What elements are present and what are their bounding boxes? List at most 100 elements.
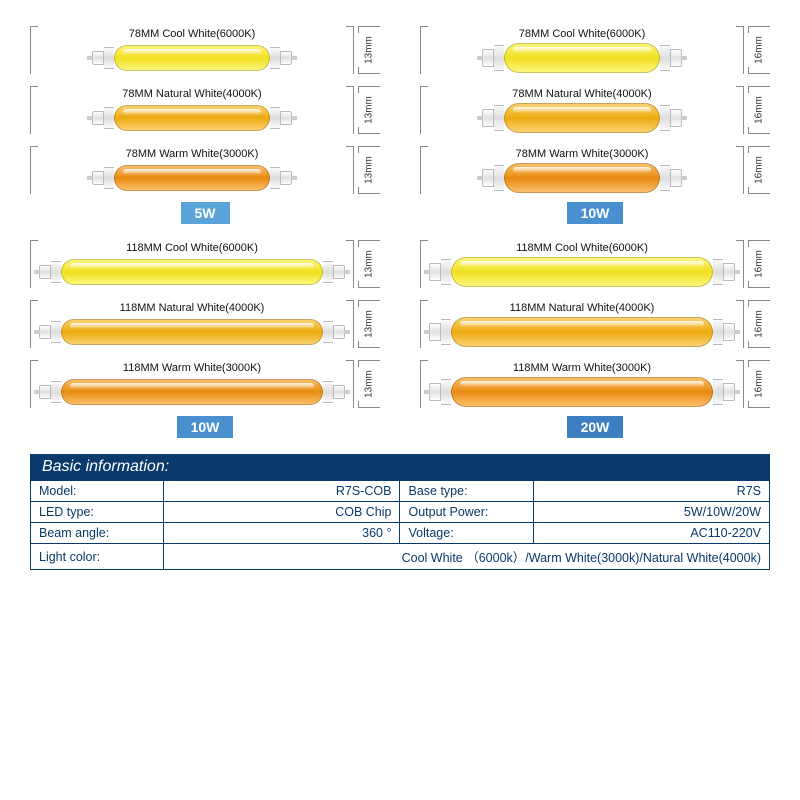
- bulb-diameter-label: 16mm: [754, 250, 765, 278]
- bulb-length-label: 118MM Warm White(3000K): [31, 362, 353, 374]
- bulb-row: 78MM Natural White(4000K) 13mm: [30, 80, 380, 140]
- bulb-diameter-frame: 13mm: [358, 300, 380, 348]
- bulb-neck-icon: [270, 167, 280, 189]
- bulb-spec-grid: 78MM Cool White(6000K) 13mm 78MM Natural…: [30, 20, 770, 448]
- bulb-neck-icon: [51, 381, 61, 403]
- bulb-diameter-label: 13mm: [364, 36, 375, 64]
- bulb-cap-icon: [333, 325, 345, 339]
- bulb-diameter-label: 16mm: [754, 156, 765, 184]
- bulb-cap-icon: [429, 323, 441, 341]
- bulb-neck-icon: [660, 105, 670, 131]
- bulb-neck-icon: [441, 319, 451, 345]
- bulb-illustration: [482, 165, 682, 191]
- bulb-diameter-label: 16mm: [754, 96, 765, 124]
- bulb-body-icon: [61, 319, 323, 345]
- info-label: Base type:: [400, 481, 533, 502]
- bulb-neck-icon: [494, 165, 504, 191]
- bulb-diameter-frame: 16mm: [748, 360, 770, 408]
- bulb-neck-icon: [441, 379, 451, 405]
- bulb-neck-icon: [713, 319, 723, 345]
- bulb-diameter-frame: 13mm: [358, 146, 380, 194]
- bulb-dimension-frame: 118MM Natural White(4000K): [420, 300, 744, 348]
- bulb-cap-icon: [482, 169, 494, 187]
- bulb-cap-icon: [670, 109, 682, 127]
- bulb-diameter-label: 13mm: [364, 310, 375, 338]
- bulb-row: 78MM Cool White(6000K) 13mm: [30, 20, 380, 80]
- bulb-illustration: [429, 379, 735, 405]
- bulb-neck-icon: [104, 47, 114, 69]
- bulb-row: 118MM Cool White(6000K) 13mm: [30, 234, 380, 294]
- bulb-diameter-frame: 16mm: [748, 86, 770, 134]
- wattage-badge: 10W: [177, 416, 234, 438]
- bulb-group-5w: 78MM Cool White(6000K) 13mm 78MM Natural…: [30, 20, 380, 234]
- bulb-illustration: [92, 165, 292, 191]
- bulb-illustration: [92, 105, 292, 131]
- bulb-body-icon: [451, 317, 713, 347]
- bulb-cap-icon: [92, 171, 104, 185]
- bulb-body-icon: [61, 259, 323, 285]
- bulb-neck-icon: [660, 45, 670, 71]
- info-table: Model: R7S-COB Base type: R7S LED type: …: [30, 480, 770, 570]
- bulb-cap-icon: [39, 325, 51, 339]
- bulb-length-label: 78MM Cool White(6000K): [31, 28, 353, 40]
- bulb-diameter-frame: 16mm: [748, 146, 770, 194]
- bulb-length-label: 118MM Natural White(4000K): [31, 302, 353, 314]
- bulb-cap-icon: [482, 49, 494, 67]
- bulb-length-label: 78MM Natural White(4000K): [421, 88, 743, 100]
- wattage-badge: 5W: [181, 202, 230, 224]
- bulb-length-label: 118MM Cool White(6000K): [31, 242, 353, 254]
- bulb-row: 78MM Warm White(3000K) 13mm: [30, 140, 380, 200]
- bulb-diameter-frame: 13mm: [358, 360, 380, 408]
- info-label: Model:: [31, 481, 164, 502]
- bulb-group-20w: 118MM Cool White(6000K) 16mm 118MM Natur…: [420, 234, 770, 448]
- bulb-neck-icon: [441, 259, 451, 285]
- bulb-cap-icon: [92, 51, 104, 65]
- bulb-row: 78MM Natural White(4000K) 16mm: [420, 80, 770, 140]
- bulb-cap-icon: [280, 171, 292, 185]
- bulb-neck-icon: [660, 165, 670, 191]
- bulb-cap-icon: [333, 265, 345, 279]
- bulb-diameter-label: 13mm: [364, 156, 375, 184]
- bulb-illustration: [39, 379, 345, 405]
- bulb-illustration: [482, 105, 682, 131]
- bulb-neck-icon: [323, 261, 333, 283]
- bulb-dimension-frame: 118MM Warm White(3000K): [420, 360, 744, 408]
- bulb-dimension-frame: 118MM Warm White(3000K): [30, 360, 354, 408]
- bulb-row: 118MM Warm White(3000K) 16mm: [420, 354, 770, 414]
- bulb-body-icon: [61, 379, 323, 405]
- bulb-neck-icon: [323, 381, 333, 403]
- bulb-length-label: 78MM Warm White(3000K): [31, 148, 353, 160]
- bulb-neck-icon: [270, 47, 280, 69]
- bulb-dimension-frame: 118MM Cool White(6000K): [30, 240, 354, 288]
- bulb-length-label: 78MM Warm White(3000K): [421, 148, 743, 160]
- bulb-illustration: [482, 45, 682, 71]
- bulb-dimension-frame: 78MM Warm White(3000K): [420, 146, 744, 194]
- bulb-body-icon: [451, 377, 713, 407]
- wattage-badge: 10W: [567, 202, 624, 224]
- wattage-badge: 20W: [567, 416, 624, 438]
- bulb-diameter-label: 13mm: [364, 96, 375, 124]
- info-value: R7S-COB: [164, 481, 400, 502]
- bulb-body-icon: [504, 103, 660, 133]
- bulb-cap-icon: [670, 49, 682, 67]
- bulb-length-label: 118MM Natural White(4000K): [421, 302, 743, 314]
- bulb-diameter-label: 16mm: [754, 310, 765, 338]
- basic-information-section: Basic information: Model: R7S-COB Base t…: [30, 454, 770, 570]
- bulb-neck-icon: [713, 379, 723, 405]
- bulb-diameter-frame: 13mm: [358, 86, 380, 134]
- bulb-neck-icon: [51, 321, 61, 343]
- bulb-diameter-frame: 13mm: [358, 240, 380, 288]
- bulb-neck-icon: [51, 261, 61, 283]
- info-value: R7S: [533, 481, 770, 502]
- bulb-diameter-label: 13mm: [364, 370, 375, 398]
- bulb-illustration: [429, 319, 735, 345]
- bulb-group-10w: 118MM Cool White(6000K) 13mm 118MM Natur…: [30, 234, 380, 448]
- bulb-row: 78MM Warm White(3000K) 16mm: [420, 140, 770, 200]
- bulb-illustration: [429, 259, 735, 285]
- bulb-row: 118MM Natural White(4000K) 16mm: [420, 294, 770, 354]
- bulb-body-icon: [114, 45, 270, 71]
- bulb-neck-icon: [270, 107, 280, 129]
- bulb-cap-icon: [723, 263, 735, 281]
- bulb-dimension-frame: 78MM Warm White(3000K): [30, 146, 354, 194]
- bulb-cap-icon: [280, 51, 292, 65]
